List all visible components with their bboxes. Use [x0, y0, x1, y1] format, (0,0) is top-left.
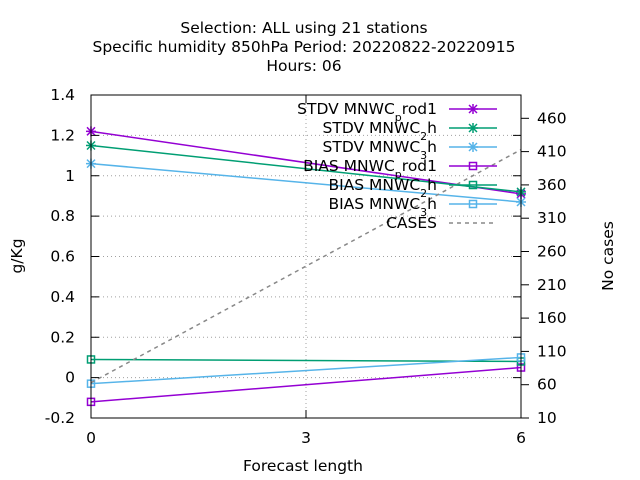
- y-tick-label: 0.2: [50, 328, 75, 346]
- title-line-2: Specific humidity 850hPa Period: 2022082…: [93, 38, 516, 56]
- y2-tick-label: 10: [537, 409, 557, 427]
- y-axis-label: g/Kg: [8, 238, 26, 273]
- legend-label-1: STDV MNWC2h: [323, 119, 437, 143]
- y-tick-label: -0.2: [45, 409, 75, 427]
- series-5: [86, 353, 526, 388]
- y2-tick-label: 310: [537, 209, 567, 227]
- series-line: [90, 366, 522, 403]
- legend-marker-1: [468, 123, 478, 133]
- legend-label-5: BIAS MNWC3h: [328, 195, 437, 219]
- legend-marker-0: [468, 104, 478, 114]
- x-axis-label: Forecast length: [243, 457, 363, 475]
- y2-tick-label: 160: [537, 309, 567, 327]
- x-tick-label: 0: [86, 429, 96, 447]
- x-tick-label: 3: [301, 429, 311, 447]
- y2-tick-label: 260: [537, 243, 567, 261]
- series-6: [90, 148, 522, 384]
- chart-title: Selection: ALL using 21 stations Specifi…: [93, 19, 516, 75]
- series-line: [90, 162, 522, 203]
- y2-tick-label: 410: [537, 143, 567, 161]
- legend-label-6: CASES: [386, 214, 437, 232]
- series-line: [90, 148, 522, 384]
- legend-marker-3: [468, 161, 478, 171]
- y-tick-label: 1: [65, 167, 75, 185]
- y-tick-label: 0.8: [50, 207, 75, 225]
- grid: [91, 95, 521, 418]
- x-tick-label: 6: [516, 429, 526, 447]
- legend-label-3: BIAS MNWCprod1: [303, 157, 437, 181]
- y-tick-label: 0: [65, 369, 75, 387]
- legend-label-2: STDV MNWC3h: [323, 138, 437, 162]
- y2-tick-label: 460: [537, 109, 567, 127]
- legend-label-4: BIAS MNWC2h: [328, 176, 437, 200]
- legend-marker-5: [468, 199, 478, 209]
- series-line: [90, 144, 522, 193]
- y2-tick-label: 110: [537, 342, 567, 360]
- y2-tick-label: 360: [537, 176, 567, 194]
- title-line-3: Hours: 06: [266, 57, 341, 75]
- axes: -0.2 0 0.2 0.4 0.6 0.8 1 1.2 1.4 0 3 6 10 60 110 160 210…: [45, 86, 567, 447]
- title-line-1: Selection: ALL using 21 stations: [180, 19, 427, 37]
- y2-axis-label: No cases: [599, 221, 617, 291]
- legend-marker-4: [468, 180, 478, 190]
- series-line: [90, 356, 522, 385]
- legend-marker-2: [468, 142, 478, 152]
- y2-tick-label: 210: [537, 276, 567, 294]
- y-tick-label: 1.4: [50, 86, 75, 104]
- legend-label-0: STDV MNWCprod1: [297, 100, 437, 124]
- y-tick-label: 0.6: [50, 248, 75, 266]
- y2-tick-label: 60: [537, 376, 557, 394]
- y-tick-label: 1.2: [50, 126, 75, 144]
- y-tick-label: 0.4: [50, 288, 75, 306]
